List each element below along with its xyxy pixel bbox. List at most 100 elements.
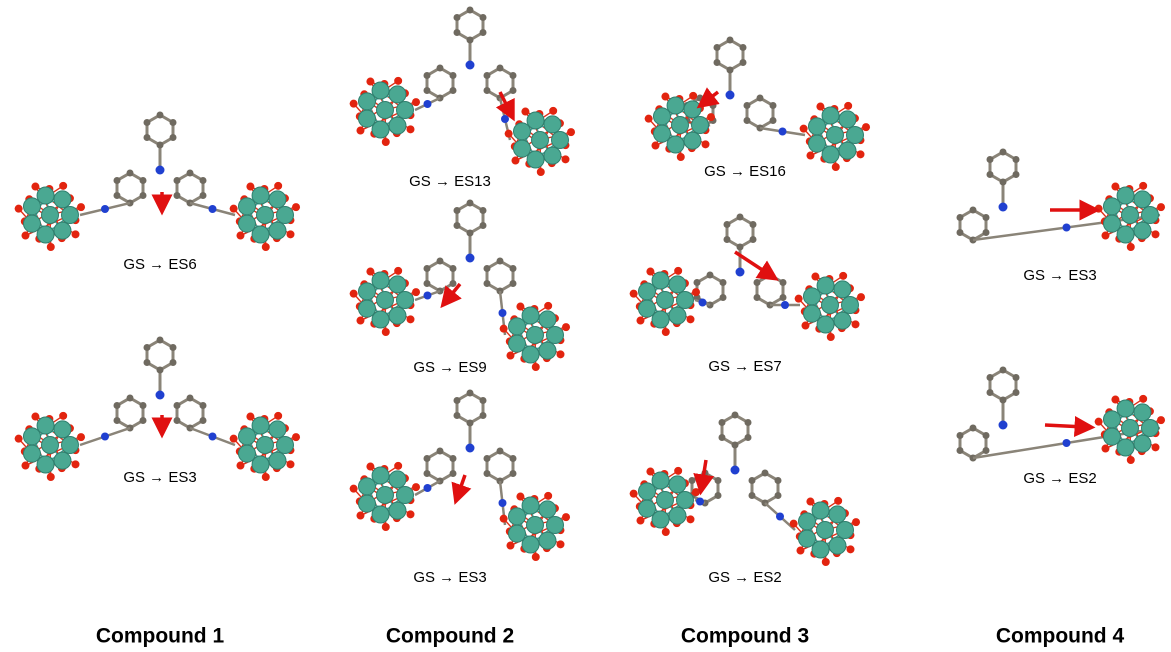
ring — [757, 275, 783, 305]
metal — [1134, 404, 1151, 421]
oxygen — [1111, 396, 1119, 404]
oxygen — [15, 205, 23, 213]
metal — [638, 500, 655, 517]
metal — [513, 140, 530, 157]
atom — [497, 258, 504, 265]
nitrogen — [156, 391, 165, 400]
metal — [812, 541, 829, 558]
metal — [1103, 215, 1120, 232]
atom — [424, 265, 431, 272]
metal — [23, 445, 40, 462]
metal — [257, 207, 274, 224]
oxygen — [686, 315, 694, 323]
atom — [450, 72, 457, 79]
metal — [539, 532, 556, 549]
oxygen — [406, 125, 414, 133]
atom — [467, 390, 474, 397]
nitrogen — [424, 292, 432, 300]
oxygen — [382, 328, 390, 336]
oxygen — [646, 268, 654, 276]
metal — [389, 502, 406, 519]
transition-label: GS → ES3 — [1023, 267, 1096, 284]
oxygen — [630, 290, 638, 298]
atom — [957, 432, 964, 439]
transition-arrow — [702, 460, 706, 485]
atom — [170, 119, 177, 126]
atom — [127, 395, 134, 402]
oxygen — [505, 130, 513, 138]
atom — [454, 412, 461, 419]
oxygen — [544, 302, 552, 310]
ring — [147, 340, 173, 370]
oxygen — [15, 435, 23, 443]
metal — [837, 522, 854, 539]
oxygen — [1101, 232, 1109, 240]
atom — [200, 192, 207, 199]
metal — [834, 312, 851, 329]
metal — [842, 297, 859, 314]
metal — [372, 467, 389, 484]
oxygen — [356, 317, 364, 325]
ring — [427, 68, 453, 98]
metal — [269, 222, 286, 239]
atom — [114, 402, 121, 409]
atom — [715, 492, 722, 499]
atom — [114, 177, 121, 184]
oxygen — [31, 183, 39, 191]
oxygen — [662, 328, 670, 336]
oxygen — [77, 433, 85, 441]
oxygen — [1139, 182, 1147, 190]
metal — [23, 198, 40, 215]
oxygen — [262, 243, 270, 251]
molecule — [957, 367, 1166, 464]
ring — [717, 40, 743, 70]
metal — [377, 487, 394, 504]
oxygen — [274, 182, 282, 190]
oxygen — [356, 512, 364, 520]
oxygen — [382, 138, 390, 146]
metal — [23, 428, 40, 445]
atom — [157, 337, 164, 344]
atom — [720, 279, 727, 286]
oxygen — [1127, 456, 1135, 464]
atom — [745, 419, 752, 426]
oxygen — [795, 295, 803, 303]
oxygen — [1111, 183, 1119, 191]
oxygen — [350, 485, 358, 493]
oxygen — [532, 553, 540, 561]
oxygen — [286, 230, 294, 238]
nitrogen — [424, 100, 432, 108]
metal — [397, 487, 414, 504]
metal — [539, 342, 556, 359]
atom — [450, 280, 457, 287]
atom — [983, 447, 990, 454]
atom — [424, 280, 431, 287]
transition-label: GS → ES3 — [123, 469, 196, 486]
atom — [170, 134, 177, 141]
ring — [692, 473, 718, 503]
oxygen — [686, 515, 694, 523]
atom — [737, 244, 744, 251]
metal — [269, 191, 286, 208]
atom — [437, 258, 444, 265]
oxygen — [406, 510, 414, 518]
atom — [467, 420, 474, 427]
metal — [522, 307, 539, 324]
atom — [983, 229, 990, 236]
metal — [269, 421, 286, 438]
atom — [200, 177, 207, 184]
oxygen — [59, 412, 67, 420]
metal — [527, 517, 544, 534]
metal — [522, 346, 539, 363]
metal — [389, 86, 406, 103]
nitrogen — [776, 513, 784, 521]
oxygen — [692, 288, 700, 296]
ring — [722, 415, 748, 445]
molecule — [15, 337, 300, 481]
metal — [54, 452, 71, 469]
oxygen — [661, 93, 669, 101]
metal — [1117, 226, 1134, 243]
metal — [657, 492, 674, 509]
metal — [389, 471, 406, 488]
nitrogen — [726, 91, 735, 100]
